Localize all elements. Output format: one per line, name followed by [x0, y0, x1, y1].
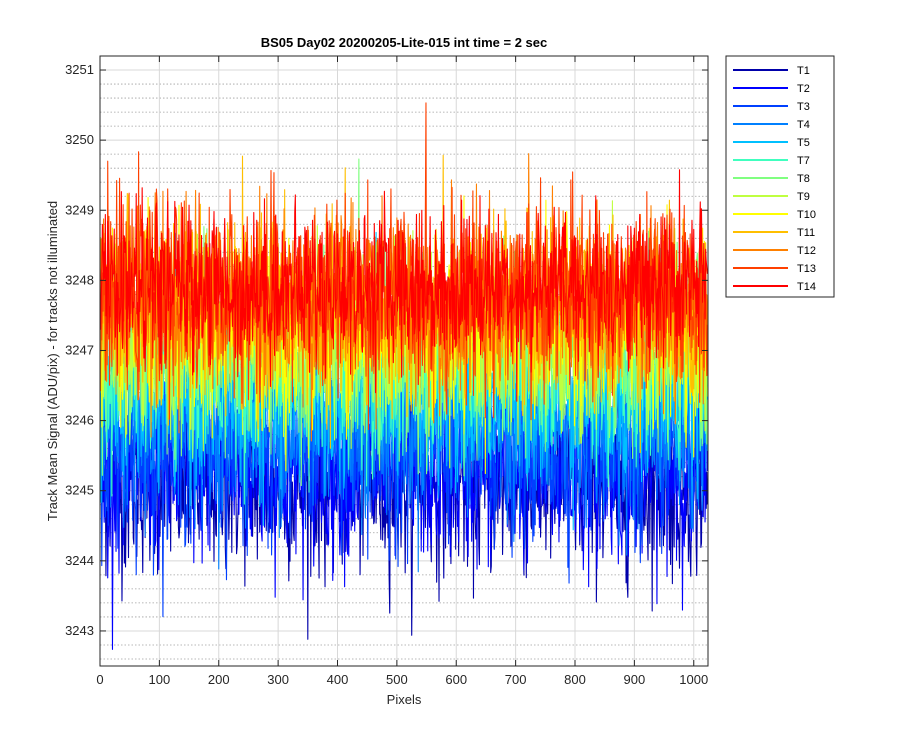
y-tick-label: 3243	[65, 623, 94, 638]
legend-entry-t4: T4	[733, 119, 810, 131]
x-tick-label: 900	[624, 672, 646, 687]
x-axis-label: Pixels	[387, 692, 422, 707]
legend-label: T12	[797, 245, 816, 257]
legend-entry-t12: T12	[733, 245, 816, 257]
legend-entry-t5: T5	[733, 137, 810, 149]
legend-entry-t2: T2	[733, 83, 810, 95]
legend-entry-t8: T8	[733, 173, 810, 185]
x-tick-label: 0	[96, 672, 103, 687]
plot-frame	[99, 55, 709, 667]
x-axis: 0 100 200 300 400 500 600 700 800 900 1000	[96, 56, 708, 687]
legend-label: T14	[797, 281, 816, 293]
x-tick-label: 600	[445, 672, 467, 687]
x-tick-label: 400	[327, 672, 349, 687]
legend-entry-t14: T14	[733, 281, 816, 293]
legend-label: T7	[797, 155, 810, 167]
legend-label: T5	[797, 137, 810, 149]
x-tick-label: 500	[386, 672, 408, 687]
y-tick-label: 3250	[65, 132, 94, 147]
legend-label: T9	[797, 191, 810, 203]
legend-label: T4	[797, 119, 810, 131]
legend-entry-t10: T10	[733, 209, 816, 221]
legend: T1 T2 T3 T4 T5 T7 T8 T9 T10 T11 T12 T13 T14	[725, 55, 835, 298]
y-tick-label: 3246	[65, 413, 94, 428]
x-tick-label: 800	[564, 672, 586, 687]
legend-label: T13	[797, 263, 816, 275]
legend-label: T1	[797, 65, 810, 77]
legend-entry-t9: T9	[733, 191, 810, 203]
legend-label: T8	[797, 173, 810, 185]
x-tick-label: 300	[267, 672, 289, 687]
y-tick-label: 3249	[65, 202, 94, 217]
y-tick-label: 3244	[65, 553, 94, 568]
series-line-t12	[100, 153, 708, 442]
legend-box	[725, 55, 835, 298]
y-tick-label: 3251	[65, 62, 94, 77]
legend-label: T3	[797, 101, 810, 113]
legend-entry-t1: T1	[733, 65, 810, 77]
y-tick-label: 3247	[65, 342, 94, 357]
x-tick-label: 200	[208, 672, 230, 687]
y-axis-label: Track Mean Signal (ADU/pix) - for tracks…	[45, 201, 60, 521]
y-tick-label: 3245	[65, 483, 94, 498]
y-tick-label: 3248	[65, 272, 94, 287]
legend-label: T2	[797, 83, 810, 95]
legend-entry-t13: T13	[733, 263, 816, 275]
x-tick-label: 1000	[679, 672, 708, 687]
series-line-t14	[100, 169, 708, 402]
legend-entry-t3: T3	[733, 101, 810, 113]
legend-label: T11	[797, 227, 815, 239]
x-tick-label: 100	[149, 672, 171, 687]
chart-title: BS05 Day02 20200205-Lite-015 int time = …	[261, 35, 548, 50]
x-tick-label: 700	[505, 672, 527, 687]
legend-label: T10	[797, 209, 816, 221]
plot-area	[100, 102, 708, 650]
legend-entry-t11: T11	[733, 227, 815, 239]
y-axis: 3243 3244 3245 3246 3247 3248 3249 3250 3251	[65, 62, 708, 638]
legend-entry-t7: T7	[733, 155, 810, 167]
